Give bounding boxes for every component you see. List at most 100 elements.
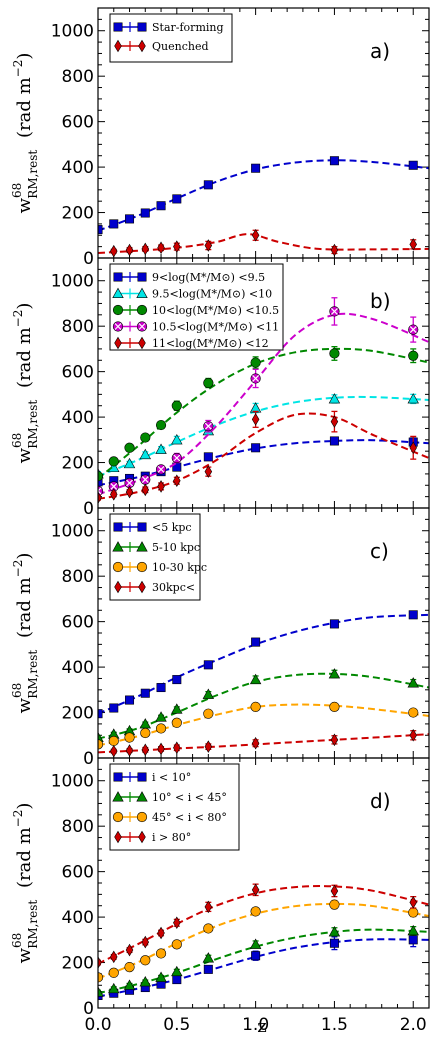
- legend-marker: [136, 811, 148, 823]
- data-point: [140, 955, 151, 966]
- legend-label: Quenched: [152, 40, 209, 53]
- data-point: [125, 485, 134, 499]
- y-tick-label: 1000: [51, 272, 94, 292]
- y-tick-label: 400: [62, 658, 94, 678]
- data-point: [157, 480, 165, 493]
- data-point: [110, 744, 118, 758]
- data-point: [139, 976, 151, 987]
- data-point: [408, 160, 418, 170]
- legend-marker: [136, 561, 148, 573]
- legend-marker: [114, 580, 122, 594]
- data-point: [108, 735, 119, 747]
- data-point: [155, 948, 167, 959]
- data-point: [409, 238, 417, 251]
- data-point: [202, 952, 215, 963]
- data-point: [203, 452, 213, 462]
- legend-marker: [138, 830, 146, 844]
- data-point: [329, 899, 340, 910]
- data-point: [98, 491, 102, 505]
- ticks: [97, 7, 430, 259]
- y-axis-label: w68 RM,rest (rad m−2): [10, 303, 40, 464]
- data-point: [173, 474, 181, 488]
- data-point: [155, 443, 167, 454]
- legend-marker: [114, 830, 122, 844]
- data-point: [98, 739, 104, 750]
- x-tick-label: 1.0: [242, 1015, 269, 1035]
- data-point: [251, 637, 261, 647]
- data-point: [140, 688, 150, 698]
- data-point: [250, 357, 261, 368]
- data-point: [251, 883, 260, 897]
- legend-marker: [137, 22, 147, 32]
- data-point: [329, 156, 339, 166]
- x-tick-labels: 0.0 0.5 1.0 1.5 2.0: [84, 1015, 426, 1035]
- series-4: [98, 410, 429, 505]
- fit-curve: [98, 347, 429, 480]
- legend-entry: <5 kpc: [113, 521, 192, 534]
- series-0: [98, 932, 429, 1000]
- data-point: [407, 677, 419, 688]
- data-point: [173, 240, 181, 253]
- data-point: [329, 436, 339, 446]
- data-point: [171, 717, 182, 728]
- y-axis-label: w68 RM,rest (rad m−2): [10, 553, 40, 714]
- data-point: [251, 413, 260, 426]
- x-tick-label: 0.0: [84, 1015, 111, 1035]
- legend-entry: 11<log(M*/M⊙) <12: [114, 336, 269, 350]
- legend-label: 10<log(M*/M⊙) <10.5: [152, 304, 279, 317]
- legend-label: <5 kpc: [152, 521, 192, 534]
- y-tick-label: 200: [62, 454, 94, 474]
- legend-marker: [112, 304, 124, 316]
- data-point: [171, 400, 182, 411]
- data-point: [141, 935, 150, 949]
- data-point: [124, 477, 135, 489]
- data-point: [110, 244, 118, 258]
- data-point: [173, 916, 181, 930]
- data-point: [125, 943, 134, 957]
- legend-marker: [136, 321, 148, 332]
- data-point: [140, 432, 151, 443]
- legend: 9<log(M*/M⊙) <9.5 9.5<log(M*/M⊙) <10 10<lo…: [109, 263, 284, 351]
- legend-label: 10-30 kpc: [152, 561, 207, 574]
- data-point: [98, 956, 102, 969]
- panel-label: d): [370, 789, 391, 813]
- y-tick-label: 1000: [51, 522, 94, 542]
- data-point: [156, 201, 166, 211]
- data-point: [251, 163, 261, 173]
- legend-label: i > 80°: [152, 831, 191, 844]
- legend-marker: [112, 287, 124, 299]
- fit-curve: [98, 938, 429, 998]
- data-point: [408, 324, 419, 335]
- legend-entry: 45° < i < 80°: [112, 811, 227, 824]
- y-tick-label: 800: [62, 817, 94, 837]
- data-point: [139, 718, 151, 729]
- y-tick-label: 400: [62, 158, 94, 178]
- data-point: [140, 727, 151, 739]
- data-point: [251, 228, 260, 242]
- data-point: [172, 194, 182, 204]
- legend-marker: [136, 791, 148, 802]
- y-tick-label: 600: [62, 363, 94, 383]
- panel-d: 0 200 400 600 800 1000 w68 RM,rest (rad m−2) d) i…: [10, 757, 430, 1019]
- legend-box: [109, 513, 201, 601]
- legend-entry: 10-30 kpc: [112, 561, 207, 574]
- data-point: [329, 348, 340, 359]
- plot-area: [98, 297, 429, 505]
- data-point: [204, 900, 213, 914]
- legend-entry: Quenched: [114, 39, 209, 53]
- data-point: [171, 939, 182, 950]
- data-point: [172, 675, 182, 685]
- data-point: [203, 660, 213, 670]
- data-point: [156, 683, 166, 693]
- data-point: [124, 442, 135, 453]
- fit-curve: [98, 439, 429, 487]
- data-point: [408, 350, 419, 361]
- data-point: [173, 741, 181, 755]
- data-point: [98, 485, 104, 497]
- y-tick-label: 600: [62, 113, 94, 133]
- series-0: [98, 156, 429, 235]
- series-3: [98, 883, 429, 969]
- data-point: [203, 964, 213, 974]
- legend-box: [109, 763, 240, 851]
- data-point: [329, 701, 340, 712]
